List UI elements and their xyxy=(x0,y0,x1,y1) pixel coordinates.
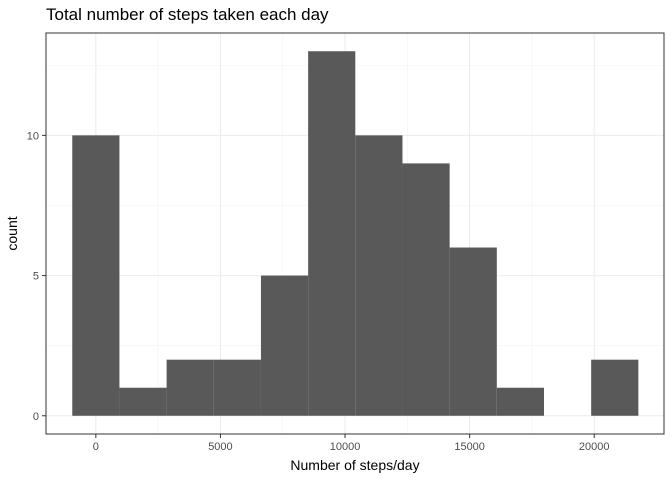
histogram-bar xyxy=(166,359,214,416)
panel-border xyxy=(45,32,665,435)
histogram-bar xyxy=(308,51,356,416)
x-axis: 0 5000 10000 15000 20000 xyxy=(93,434,610,453)
histogram-bar xyxy=(591,359,639,416)
histogram-bar xyxy=(213,359,261,416)
histogram-bar xyxy=(72,135,120,416)
histogram-bar xyxy=(260,275,309,416)
y-axis-title: count xyxy=(4,216,20,250)
y-axis: 0 5 10 xyxy=(27,130,46,423)
x-tick-label: 10000 xyxy=(330,441,361,453)
histogram-bar xyxy=(402,163,450,416)
y-tick-label: 0 xyxy=(33,411,39,423)
histogram-bar xyxy=(449,247,497,416)
chart-title: Total number of steps taken each day xyxy=(46,5,329,24)
y-tick-label: 5 xyxy=(33,271,39,283)
x-tick-label: 20000 xyxy=(579,441,610,453)
y-tick-label: 10 xyxy=(27,130,39,142)
histogram-bars xyxy=(72,51,639,416)
histogram-bar xyxy=(119,387,167,416)
x-tick-label: 15000 xyxy=(454,441,485,453)
histogram-bar xyxy=(496,387,544,416)
x-tick-label: 5000 xyxy=(208,441,232,453)
x-axis-title: Number of steps/day xyxy=(290,457,419,473)
histogram-bar xyxy=(355,135,403,416)
x-tick-label: 0 xyxy=(93,441,99,453)
